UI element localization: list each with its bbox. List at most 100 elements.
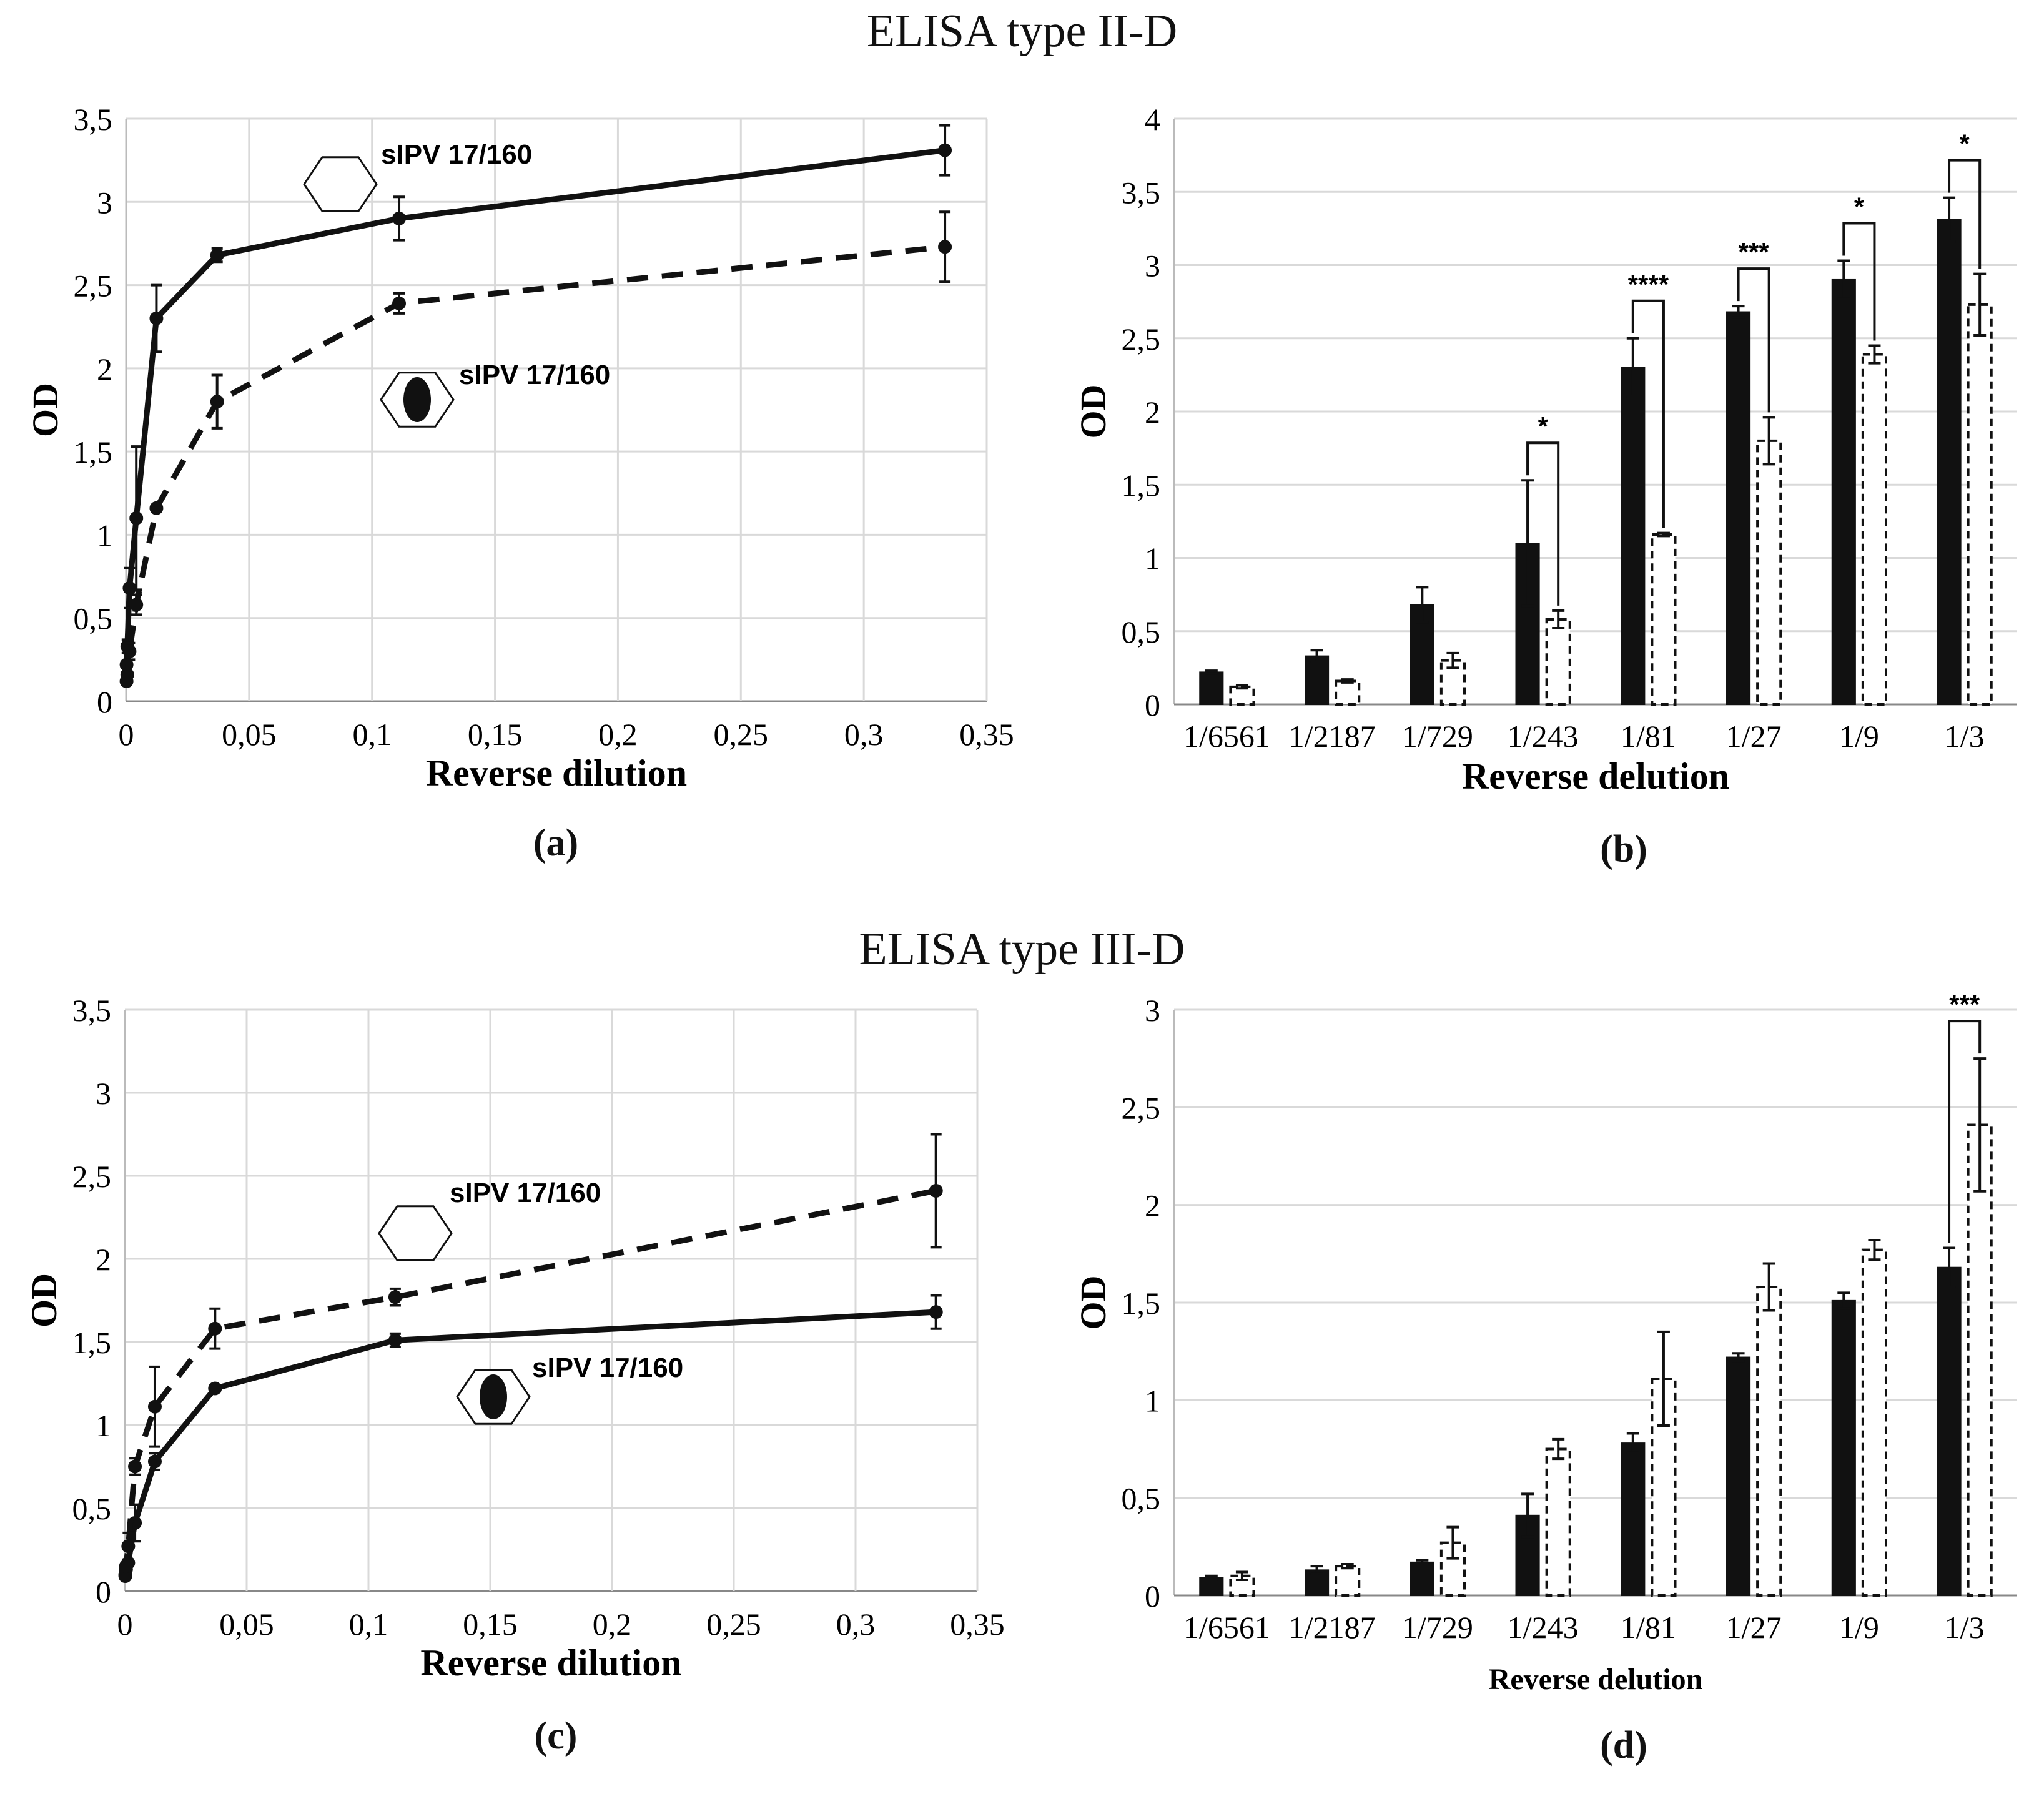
x-tick-label: 0,35 <box>950 1607 1005 1642</box>
significance-bracket <box>1631 299 1665 528</box>
significance-bracket <box>1842 222 1876 341</box>
x-axis-title: Reverse dilution <box>420 1642 681 1683</box>
y-tick-label: 3,5 <box>1122 175 1161 210</box>
x-tick-label: 1/3 <box>1945 1610 1985 1645</box>
y-tick-label: 2,5 <box>1122 1090 1161 1125</box>
y-tick-label: 0,5 <box>1122 614 1161 649</box>
significance-label: *** <box>1739 237 1770 267</box>
x-tick-label: 1/9 <box>1839 719 1879 754</box>
data-point <box>122 581 137 595</box>
data-point <box>392 211 407 225</box>
y-tick-label: 1,5 <box>1122 468 1161 503</box>
bar <box>1335 1565 1361 1597</box>
bar <box>1967 1123 1993 1597</box>
significance-label: **** <box>1628 270 1669 299</box>
y-axis-title: OD <box>25 383 66 437</box>
bar <box>1937 1266 1962 1596</box>
data-point <box>129 598 144 612</box>
x-tick-label: 1/6561 <box>1183 719 1270 754</box>
x-tick-label: 0,25 <box>714 717 769 752</box>
panel-label-c: (c) <box>534 1715 578 1757</box>
bar <box>1831 278 1856 705</box>
y-tick-label: 3 <box>96 1076 111 1111</box>
data-point <box>147 1399 162 1414</box>
y-tick-label: 3 <box>1145 249 1160 283</box>
y-tick-label: 3 <box>1145 993 1160 1028</box>
significance-label: * <box>1538 412 1548 441</box>
x-tick-label: 0,2 <box>593 1607 632 1642</box>
x-tick-label: 1/2187 <box>1289 1610 1376 1645</box>
data-point <box>128 1459 142 1474</box>
y-tick-label: 3,5 <box>74 102 113 137</box>
significance-bracket <box>1737 267 1770 413</box>
x-tick-label: 1/2187 <box>1289 719 1376 754</box>
y-axis-title: OD <box>24 1273 64 1328</box>
data-point <box>149 311 164 325</box>
data-point <box>929 1305 943 1319</box>
data-point <box>208 1381 222 1396</box>
x-tick-label: 1/27 <box>1726 719 1782 754</box>
y-tick-label: 1 <box>97 518 112 553</box>
empty-hexagon-icon <box>378 1205 453 1261</box>
chart-d: 0 0,5 1 1,5 2 2,5 3 OD Reverse delution 1/6561 1/2… <box>1073 990 2017 1696</box>
x-tick-label: 1/6561 <box>1183 1610 1270 1645</box>
x-tick-label: 1/243 <box>1508 719 1579 754</box>
data-point <box>210 395 224 409</box>
y-tick-label: 4 <box>1145 102 1160 137</box>
significance-label: * <box>1854 192 1865 221</box>
bar <box>1305 655 1330 705</box>
chart-b: 0 0,5 1 1,5 2 2,5 3 3,5 4 OD Reverse delution 1/656… <box>1073 102 2017 797</box>
y-tick-label: 0 <box>96 1574 111 1609</box>
series-label-1: sIPV 17/160 <box>381 139 532 170</box>
data-point <box>149 501 164 515</box>
series-line-1 <box>124 147 945 665</box>
bar <box>1726 311 1751 706</box>
x-tick-label: 0,15 <box>468 717 523 752</box>
x-tick-label: 0,1 <box>352 717 392 752</box>
data-point <box>210 248 224 262</box>
data-point <box>121 1539 136 1554</box>
significance-bracket <box>1948 159 1982 269</box>
y-tick-label: 0,5 <box>74 601 113 636</box>
bar <box>1861 353 1887 706</box>
series-label-1: sIPV 17/160 <box>450 1178 601 1208</box>
y-tick-label: 1,5 <box>72 1325 112 1360</box>
y-tick-label: 1,5 <box>1122 1286 1161 1321</box>
x-tick-label: 0,3 <box>836 1607 876 1642</box>
x-tick-label: 1/27 <box>1726 1610 1782 1645</box>
data-point <box>119 1559 133 1574</box>
x-tick-label: 0,35 <box>959 717 1014 752</box>
y-tick-label: 2,5 <box>72 1159 112 1194</box>
empty-hexagon-icon <box>303 156 378 212</box>
y-tick-label: 0,5 <box>1122 1481 1161 1516</box>
y-tick-label: 1 <box>1145 541 1160 576</box>
data-point <box>938 143 952 157</box>
x-tick-label: 0 <box>117 1607 133 1642</box>
x-tick-label: 0,2 <box>598 717 638 752</box>
y-tick-label: 2 <box>1145 1188 1160 1223</box>
y-tick-label: 0,5 <box>72 1491 112 1526</box>
data-point <box>208 1321 222 1336</box>
x-tick-label: 1/729 <box>1402 1610 1473 1645</box>
bar <box>1229 685 1255 706</box>
bar <box>1861 1248 1887 1597</box>
x-axis-title: Reverse delution <box>1462 756 1729 797</box>
y-tick-label: 2,5 <box>1122 322 1161 357</box>
hexagon-core-icon <box>403 377 431 422</box>
y-axis-title: OD <box>1073 1276 1113 1330</box>
bar <box>1967 303 1993 706</box>
bar <box>1937 219 1962 705</box>
title-elisa-type-ii-d: ELISA type II-D <box>866 6 1178 57</box>
panel-label-d: (d) <box>1600 1724 1647 1767</box>
y-tick-label: 2 <box>97 352 112 387</box>
title-elisa-type-iii-d: ELISA type III-D <box>859 924 1185 975</box>
bar <box>1621 367 1646 705</box>
significance-label: *** <box>1949 990 1980 1019</box>
x-tick-label: 1/3 <box>1945 719 1985 754</box>
bar <box>1651 533 1677 706</box>
x-axis-title: Reverse delution <box>1489 1663 1703 1696</box>
series-label-2: sIPV 17/160 <box>459 360 610 390</box>
y-tick-label: 0 <box>97 684 112 719</box>
bar <box>1726 1356 1751 1596</box>
